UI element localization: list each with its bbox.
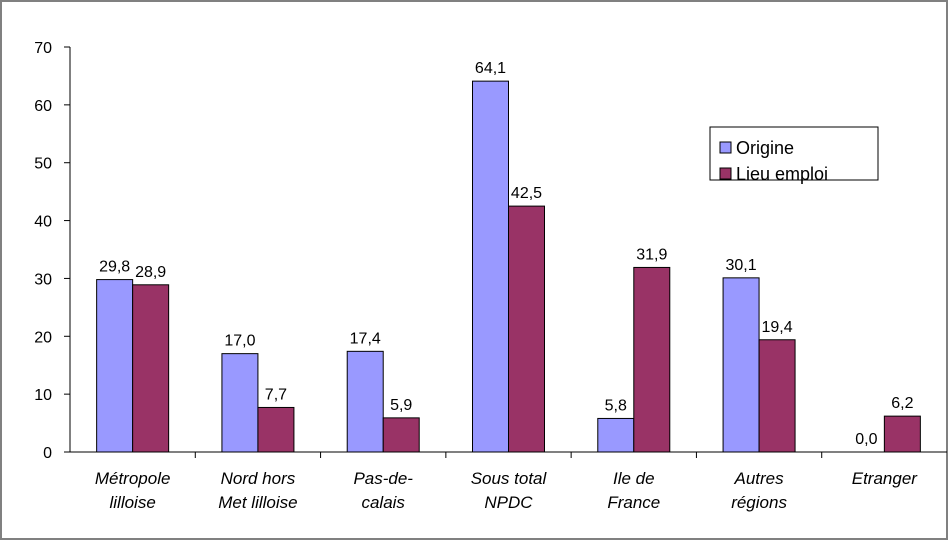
bar — [96, 279, 134, 453]
legend-swatch — [719, 167, 732, 180]
value-label: 42,5 — [511, 185, 542, 202]
y-tick-label: 50 — [34, 156, 52, 173]
value-label: 7,7 — [265, 386, 287, 403]
y-tick-label: 10 — [34, 387, 52, 404]
legend-swatch — [719, 141, 732, 154]
value-label: 64,1 — [475, 60, 506, 77]
y-tick-label: 0 — [43, 445, 52, 462]
bar — [508, 205, 545, 453]
bar — [472, 80, 509, 453]
x-tick-label: Ile de France — [607, 469, 660, 512]
bar — [132, 284, 170, 453]
x-tick-label: Pas-de-calais — [353, 469, 413, 512]
y-tick-label: 30 — [34, 271, 52, 288]
value-label: 5,8 — [605, 397, 627, 414]
bar — [633, 266, 671, 453]
legend-label: Origine — [736, 138, 794, 158]
value-label: 17,0 — [224, 333, 255, 350]
value-label: 19,4 — [762, 319, 793, 336]
x-tick-label: Autres régions — [731, 469, 787, 512]
x-tick-label: Sous total NPDC — [471, 469, 548, 512]
bar — [758, 339, 796, 453]
value-label: 6,2 — [891, 395, 913, 412]
legend-label: Lieu emploi — [736, 164, 828, 184]
y-tick-label: 70 — [34, 40, 52, 57]
value-label: 31,9 — [636, 246, 667, 263]
value-label: 0,0 — [855, 431, 877, 448]
bar — [883, 415, 921, 453]
value-label: 30,1 — [726, 257, 757, 274]
y-tick-label: 60 — [34, 98, 52, 115]
x-tick-label: Métropole lilloise — [95, 469, 171, 512]
x-tick-label: Nord hors Met lilloise — [218, 469, 297, 512]
y-tick-label: 20 — [34, 329, 52, 346]
x-tick-label: Etranger — [852, 469, 919, 488]
value-label: 5,9 — [390, 397, 412, 414]
bar — [722, 277, 760, 453]
value-label: 28,9 — [135, 264, 166, 281]
bar — [257, 406, 295, 453]
bar — [597, 417, 635, 453]
bar — [382, 417, 420, 453]
legend — [709, 126, 879, 181]
bar — [346, 350, 384, 453]
value-label: 29,8 — [99, 259, 130, 276]
bar — [221, 353, 259, 453]
y-tick-label: 40 — [34, 214, 52, 231]
value-label: 17,4 — [350, 330, 381, 347]
